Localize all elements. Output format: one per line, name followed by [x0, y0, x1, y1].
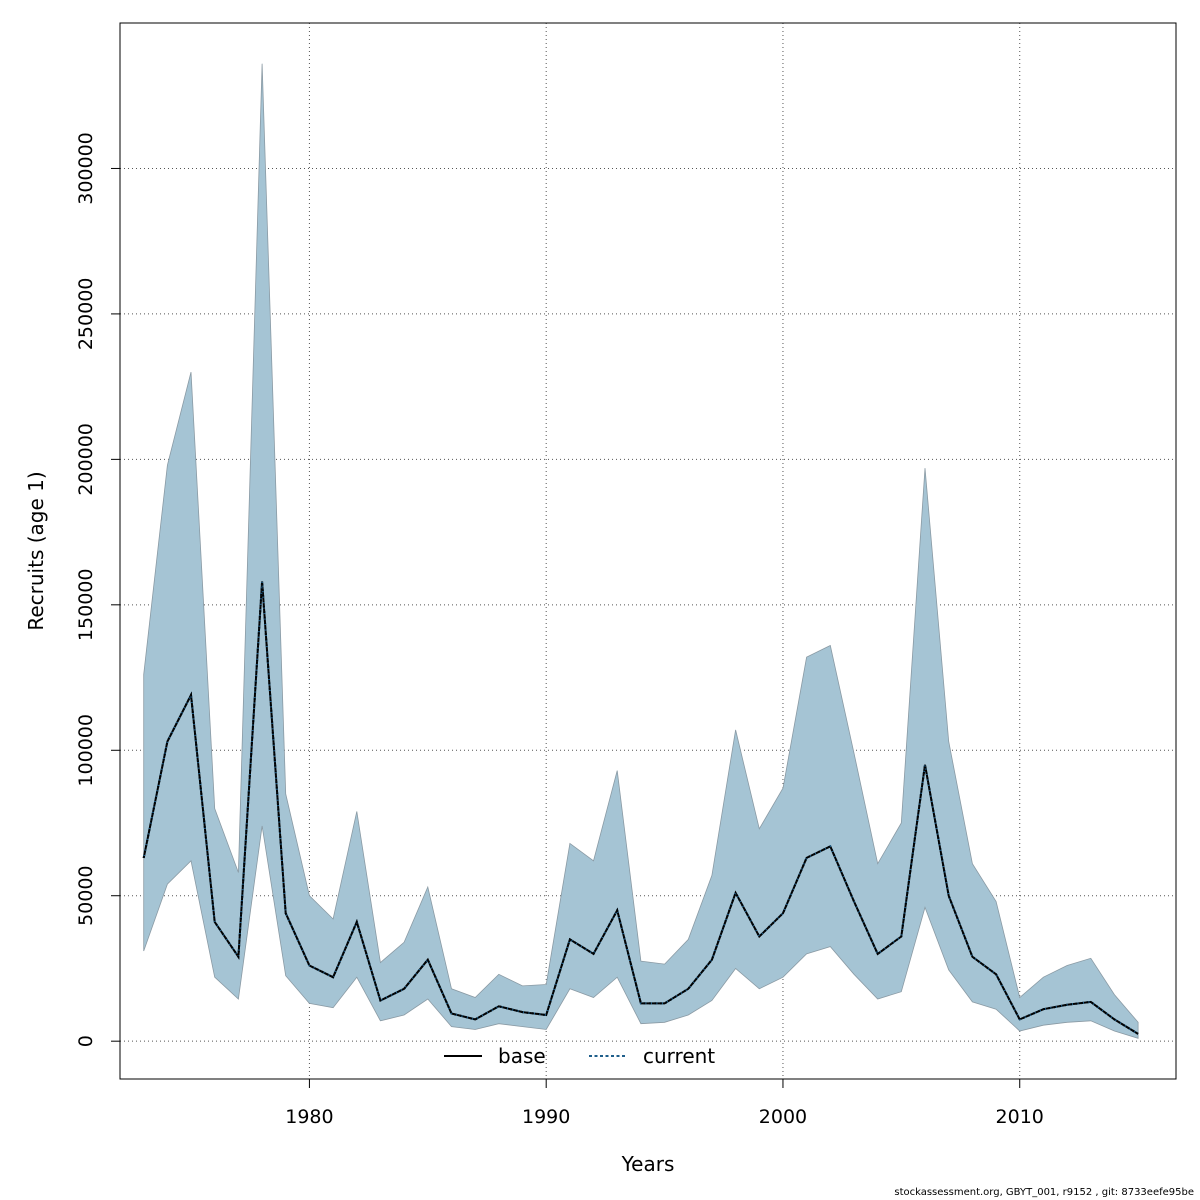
y-tick-label: 100000	[75, 714, 97, 787]
footnote: stockassessment.org, GBYT_001, r9152 , g…	[894, 1187, 1194, 1198]
current-series-line	[142, 581, 1139, 1035]
plot-frame	[119, 22, 1177, 1080]
y-tick-label: 50000	[75, 865, 97, 925]
y-tick-label: 200000	[75, 423, 97, 496]
x-axis: 1980 1990 2000 2010	[285, 1079, 1044, 1128]
legend-base-label: base	[498, 1044, 546, 1068]
legend-current-label: current	[643, 1044, 715, 1068]
x-tick-label: 2010	[996, 1106, 1044, 1128]
y-tick-label: 300000	[75, 132, 97, 205]
legend: base current	[444, 1044, 715, 1068]
y-axis-title: Recruits (age 1)	[24, 471, 48, 630]
x-axis-title: Years	[621, 1152, 675, 1176]
x-tick-label: 2000	[759, 1106, 807, 1128]
x-tick-label: 1980	[285, 1106, 333, 1128]
y-tick-label: 0	[75, 1035, 97, 1047]
y-tick-label: 250000	[75, 278, 97, 351]
x-tick-label: 1990	[522, 1106, 570, 1128]
y-axis: 0 50000 100000 150000 200000 250000 300000	[75, 132, 120, 1047]
confidence-band	[143, 63, 1139, 1039]
y-tick-label: 150000	[75, 569, 97, 642]
